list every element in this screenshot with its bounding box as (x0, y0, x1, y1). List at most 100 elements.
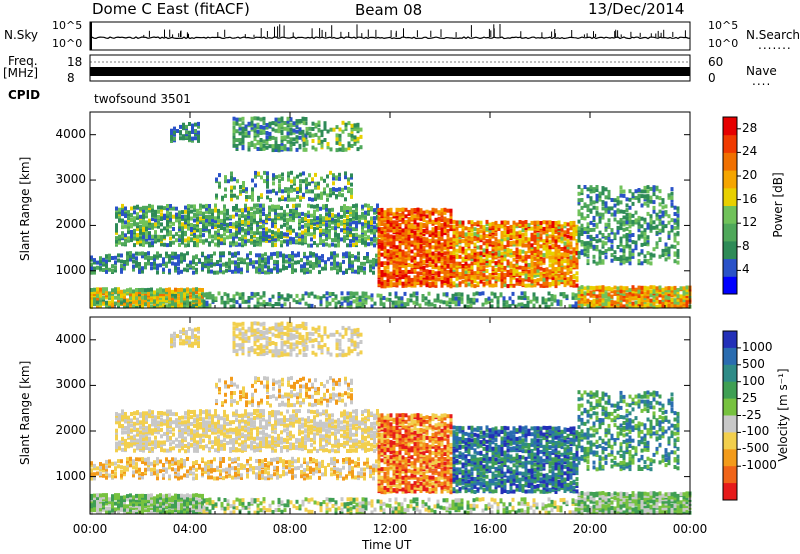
power-cell (120, 259, 123, 264)
power-cell (446, 247, 450, 252)
power-cell (643, 294, 647, 299)
power-cell (667, 214, 671, 219)
power-cell (557, 273, 561, 278)
power-cell (589, 300, 593, 305)
power-cell (392, 238, 396, 243)
power-cell (455, 232, 459, 237)
power-cell (232, 125, 236, 130)
power-cell (583, 298, 587, 303)
power-cell (637, 193, 641, 198)
power-cell (141, 287, 144, 292)
power-cell (574, 293, 578, 298)
power-cell (148, 203, 151, 208)
power-cell (592, 290, 596, 295)
power-cell (383, 265, 387, 270)
power-cell (673, 285, 677, 290)
power-cell (554, 226, 558, 231)
power-cell (136, 240, 139, 245)
power-cell (102, 260, 105, 265)
power-cell (370, 216, 373, 221)
nsky-line (89, 36, 691, 40)
power-cell (96, 290, 99, 295)
power-cell (524, 243, 528, 248)
power-cell (191, 128, 194, 133)
power-cell (560, 259, 564, 264)
power-cell (536, 242, 540, 247)
power-cell (589, 208, 593, 213)
power-cell (268, 205, 271, 210)
power-cell (394, 294, 398, 299)
power-cell (625, 286, 629, 291)
power-cell (604, 298, 608, 303)
power-cell (129, 251, 132, 256)
power-cell (536, 259, 540, 264)
power-cell (346, 208, 349, 213)
power-cell (174, 287, 177, 292)
power-cell (305, 131, 309, 136)
power-cell (631, 301, 635, 306)
power-cell (174, 251, 177, 256)
power-cell (383, 261, 387, 266)
power-cell (277, 144, 281, 148)
power-cell (174, 304, 177, 309)
power-cell (148, 231, 151, 236)
power-cell (256, 125, 260, 130)
power-cell (380, 277, 384, 282)
power-cell (392, 243, 396, 248)
power-cell (259, 231, 262, 236)
power-cell (604, 195, 608, 200)
power-cell (491, 245, 495, 250)
power-cell (238, 214, 241, 218)
power-cell (655, 230, 659, 235)
power-cell (282, 264, 285, 269)
power-cell (455, 230, 459, 235)
power-cell (491, 269, 495, 273)
power-cell (105, 259, 108, 264)
power-cell (392, 212, 396, 217)
power-cell (150, 256, 153, 261)
power-cell (649, 252, 653, 257)
power-cell (298, 119, 302, 123)
power-cell (135, 292, 138, 297)
power-cell (419, 271, 423, 276)
power-cell (676, 294, 680, 299)
power-cell (215, 195, 218, 200)
power-cell (121, 225, 124, 230)
power-cell (352, 216, 355, 221)
power-cell (436, 293, 440, 298)
power-cell (250, 294, 254, 299)
power-cell (133, 210, 136, 215)
power-cell (658, 237, 662, 242)
power-cell (586, 253, 590, 258)
power-cell (178, 210, 181, 215)
power-cell (437, 238, 441, 243)
power-cell (223, 215, 226, 219)
power-cell (533, 251, 537, 256)
power-cell (469, 297, 473, 302)
power-cell (142, 208, 145, 213)
power-cell (170, 134, 173, 139)
power-cell (566, 228, 570, 233)
power-cell (235, 138, 239, 143)
power-cell (563, 283, 567, 288)
power-cell (325, 233, 328, 238)
power-cell (476, 228, 480, 232)
power-cell (634, 218, 638, 223)
power-cell (349, 304, 353, 309)
power-cell (290, 170, 293, 175)
power-cell (271, 304, 275, 308)
power-cell (156, 288, 159, 293)
power-cell (428, 214, 432, 219)
power-cell (601, 304, 605, 309)
power-cell (147, 251, 150, 256)
power-cell (377, 216, 381, 221)
power-cell (446, 218, 450, 223)
power-cell (361, 294, 365, 299)
power-cell (114, 266, 117, 270)
power-cell (520, 295, 524, 300)
power-cell (557, 244, 561, 249)
power-cell (214, 233, 217, 238)
power-cell (419, 212, 423, 217)
power-cell (404, 214, 408, 219)
power-cell (292, 128, 296, 133)
